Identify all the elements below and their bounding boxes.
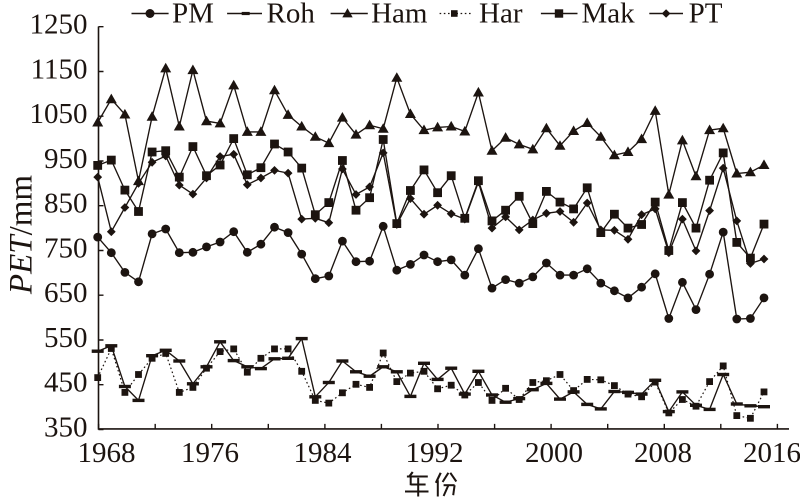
- svg-text:1050: 1050: [30, 98, 88, 130]
- svg-text:550: 550: [44, 322, 88, 354]
- svg-text:1150: 1150: [31, 54, 88, 86]
- svg-text:1992: 1992: [406, 437, 464, 469]
- svg-text:Har: Har: [479, 0, 523, 29]
- svg-text:1984: 1984: [294, 437, 353, 469]
- svg-text:2008: 2008: [634, 437, 692, 469]
- svg-text:2016: 2016: [743, 437, 800, 469]
- svg-text:650: 650: [44, 277, 88, 309]
- svg-text:Roh: Roh: [267, 0, 316, 29]
- svg-text:PM: PM: [172, 0, 214, 29]
- svg-text:1968: 1968: [78, 437, 136, 469]
- svg-text:850: 850: [44, 188, 88, 220]
- svg-text:750: 750: [44, 233, 88, 265]
- svg-text:PET/mm: PET/mm: [4, 175, 40, 296]
- svg-text:2000: 2000: [525, 437, 583, 469]
- svg-text:PT: PT: [689, 0, 723, 29]
- svg-text:450: 450: [44, 367, 88, 399]
- svg-text:350: 350: [44, 412, 88, 444]
- svg-text:1250: 1250: [30, 9, 88, 41]
- svg-text:1976: 1976: [181, 437, 239, 469]
- svg-text:Mak: Mak: [582, 0, 636, 29]
- svg-text:950: 950: [44, 143, 88, 175]
- svg-text:Ham: Ham: [371, 0, 428, 29]
